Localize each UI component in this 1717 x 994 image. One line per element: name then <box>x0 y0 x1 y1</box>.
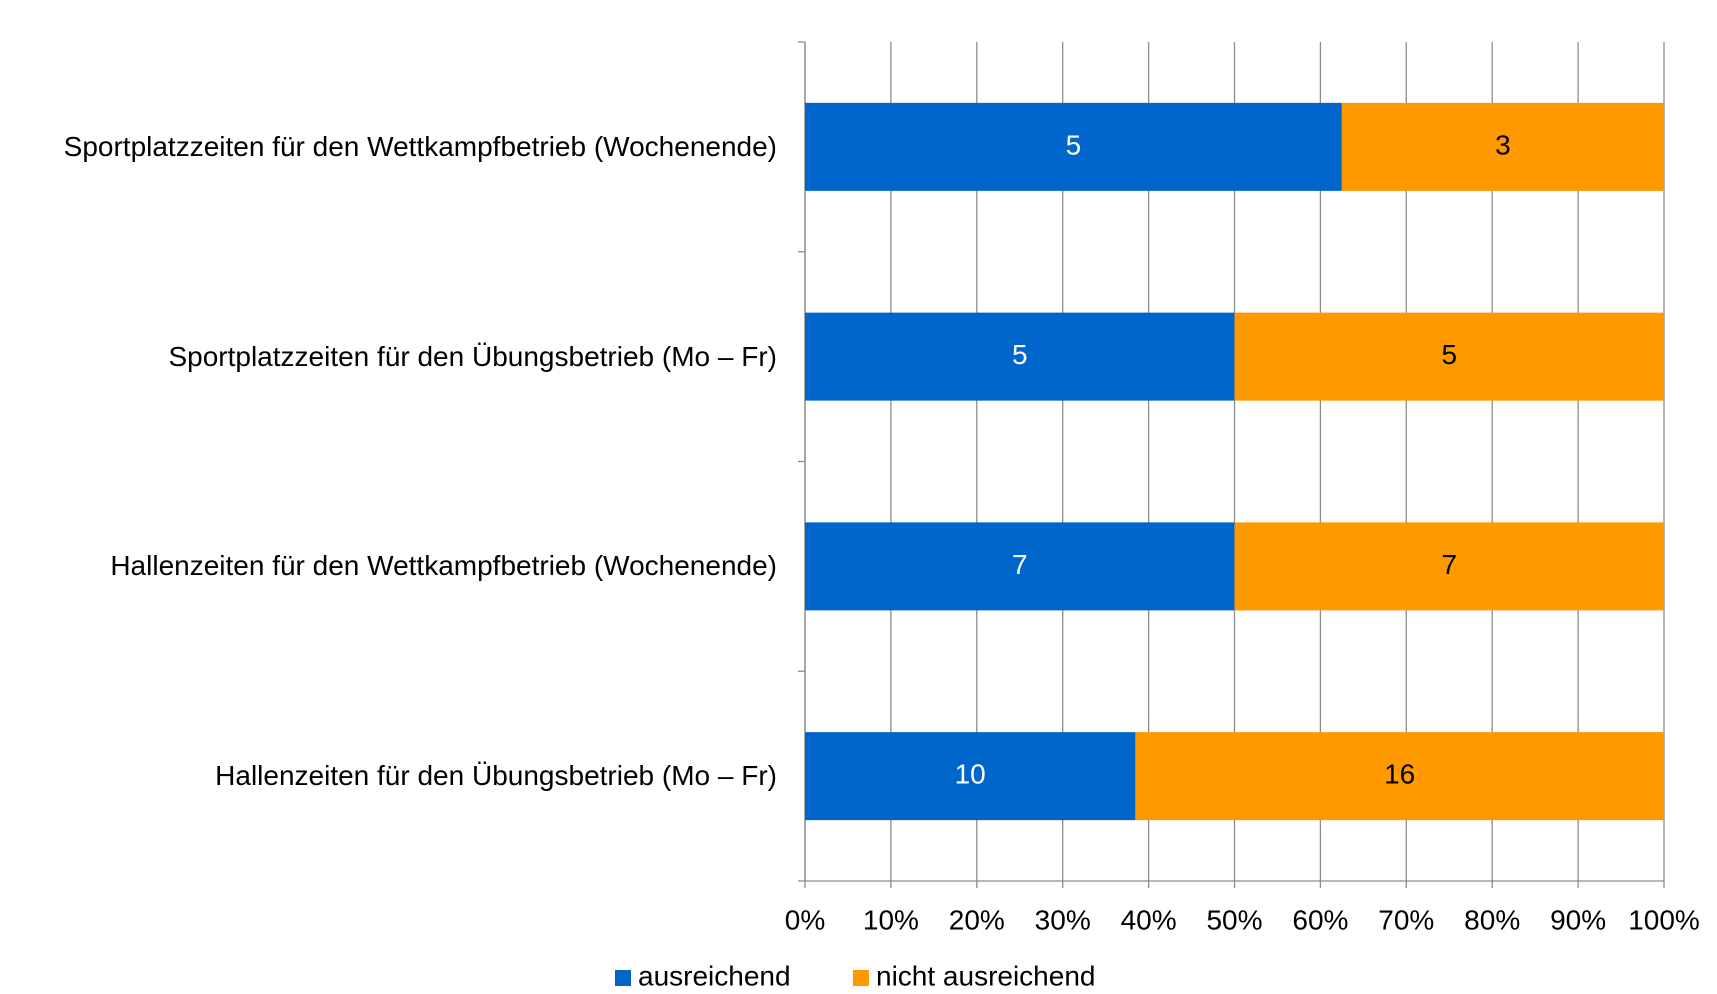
legend-label: ausreichend <box>638 960 791 991</box>
bar-segment <box>805 522 1235 611</box>
x-tick-label: 50% <box>1206 904 1262 935</box>
x-tick-label: 60% <box>1292 904 1348 935</box>
x-tick-label: 10% <box>863 904 919 935</box>
bar-segment <box>805 732 1136 821</box>
data-label: 7 <box>1012 549 1028 580</box>
y-tick-label: Sportplatzzeiten für den Übungsbetrieb (… <box>168 340 777 372</box>
x-tick-label: 90% <box>1550 904 1606 935</box>
y-tick-label: Hallenzeiten für den Wettkampfbetrieb (W… <box>110 550 777 582</box>
x-tick-label: 70% <box>1378 904 1434 935</box>
y-tick-label: Sportplatzzeiten für den Wettkampfbetrie… <box>63 130 777 162</box>
data-label: 10 <box>955 759 986 790</box>
bar-segment <box>1234 312 1664 401</box>
bar-segment <box>805 312 1235 401</box>
bar-segment <box>1341 102 1664 191</box>
data-label: 7 <box>1441 549 1457 580</box>
data-label: 5 <box>1012 339 1028 370</box>
x-tick-label: 20% <box>949 904 1005 935</box>
bar-segment <box>1234 522 1664 611</box>
bar-segment <box>1135 732 1664 821</box>
x-tick-label: 40% <box>1121 904 1177 935</box>
x-tick-label: 30% <box>1035 904 1091 935</box>
legend-label: nicht ausreichend <box>876 960 1095 991</box>
y-tick-label: Hallenzeiten für den Übungsbetrieb (Mo –… <box>215 760 777 792</box>
legend-swatch <box>615 970 631 986</box>
bar-segment <box>805 102 1342 191</box>
x-tick-label: 80% <box>1464 904 1520 935</box>
data-label: 16 <box>1384 759 1415 790</box>
legend-swatch <box>853 970 869 986</box>
x-tick-label: 0% <box>785 904 825 935</box>
data-label: 5 <box>1441 339 1457 370</box>
x-tick-label: 100% <box>1628 904 1700 935</box>
data-label: 5 <box>1066 129 1082 160</box>
data-label: 3 <box>1495 129 1511 160</box>
